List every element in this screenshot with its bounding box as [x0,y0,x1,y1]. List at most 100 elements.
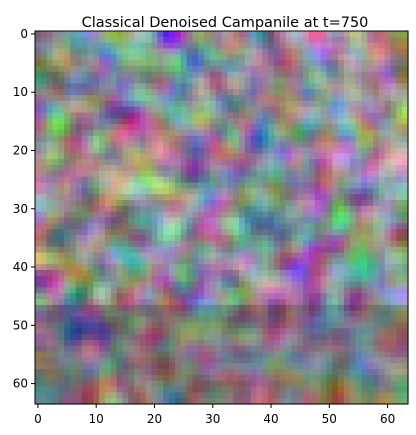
image-pixel [93,112,100,120]
image-pixel [384,165,392,172]
image-pixel [58,229,65,236]
image-pixel [355,36,362,44]
image-pixel [378,316,386,324]
image-pixel [64,299,71,306]
image-pixel [308,188,316,195]
image-pixel [355,234,362,242]
image-pixel [204,252,211,259]
image-pixel [186,334,193,341]
image-pixel [373,182,380,189]
image-pixel [139,339,147,347]
image-pixel [349,310,357,318]
image-pixel [186,223,193,230]
image-pixel [297,170,304,178]
image-pixel [268,95,275,102]
image-pixel [256,54,263,61]
image-pixel [373,205,380,213]
image-pixel [314,369,322,376]
image-pixel [151,159,158,166]
image-pixel [291,322,298,329]
image-pixel [110,240,118,248]
image-pixel [367,100,374,108]
image-pixel [326,334,333,341]
image-pixel [338,31,345,38]
image-pixel [151,217,158,224]
image-pixel [332,293,339,300]
image-pixel [308,287,316,294]
image-pixel [303,130,310,137]
image-pixel [250,31,258,38]
image-pixel [198,205,205,213]
image-pixel [320,60,328,67]
image-pixel [75,118,83,125]
image-pixel [227,293,234,300]
image-pixel [163,42,170,50]
image-pixel [169,124,176,131]
image-pixel [104,95,112,102]
image-pixel [58,205,65,213]
image-pixel [128,54,135,61]
image-pixel [233,182,240,189]
image-pixel [52,351,59,358]
image-pixel [332,170,339,178]
image-pixel [343,83,351,90]
image-pixel [396,392,403,399]
image-pixel [273,159,281,166]
image-pixel [163,398,170,405]
image-pixel [99,223,106,230]
image-pixel [64,48,71,55]
image-pixel [326,54,333,61]
image-pixel [81,182,89,189]
image-pixel [361,275,368,283]
image-pixel [349,100,357,108]
image-pixel [244,269,252,277]
image-pixel [198,217,205,224]
image-pixel [145,380,153,388]
image-pixel [297,77,304,85]
image-pixel [174,95,182,102]
image-pixel [285,252,293,259]
image-pixel [180,293,188,300]
image-pixel [268,374,275,382]
image-pixel [58,322,65,329]
image-pixel [40,386,48,393]
image-pixel [174,118,182,125]
image-pixel [320,153,328,160]
image-pixel [384,130,392,137]
image-pixel [250,182,258,189]
image-pixel [314,159,322,166]
image-pixel [174,281,182,289]
image-pixel [145,252,153,259]
image-pixel [104,351,112,358]
image-pixel [46,54,54,61]
image-pixel [279,258,287,265]
image-pixel [99,48,106,55]
image-pixel [110,310,118,318]
image-pixel [355,118,362,125]
image-pixel [87,229,94,236]
image-pixel [291,54,298,61]
image-pixel [198,31,205,38]
axes-frame [34,30,409,405]
image-pixel [93,380,100,388]
image-pixel [378,200,386,207]
image-pixel [273,345,281,353]
image-pixel [268,345,275,353]
image-pixel [69,380,77,388]
image-pixel [273,310,281,318]
image-pixel [157,398,164,405]
image-pixel [367,293,374,300]
image-pixel [308,322,316,329]
image-pixel [378,398,386,405]
image-pixel [64,36,71,44]
image-pixel [268,240,275,248]
image-pixel [163,234,170,242]
image-pixel [332,77,339,85]
image-pixel [157,380,164,388]
image-pixel [87,194,94,201]
image-pixel [52,234,59,242]
image-pixel [227,304,234,312]
image-pixel [110,374,118,382]
image-pixel [40,182,48,189]
image-pixel [81,345,89,353]
